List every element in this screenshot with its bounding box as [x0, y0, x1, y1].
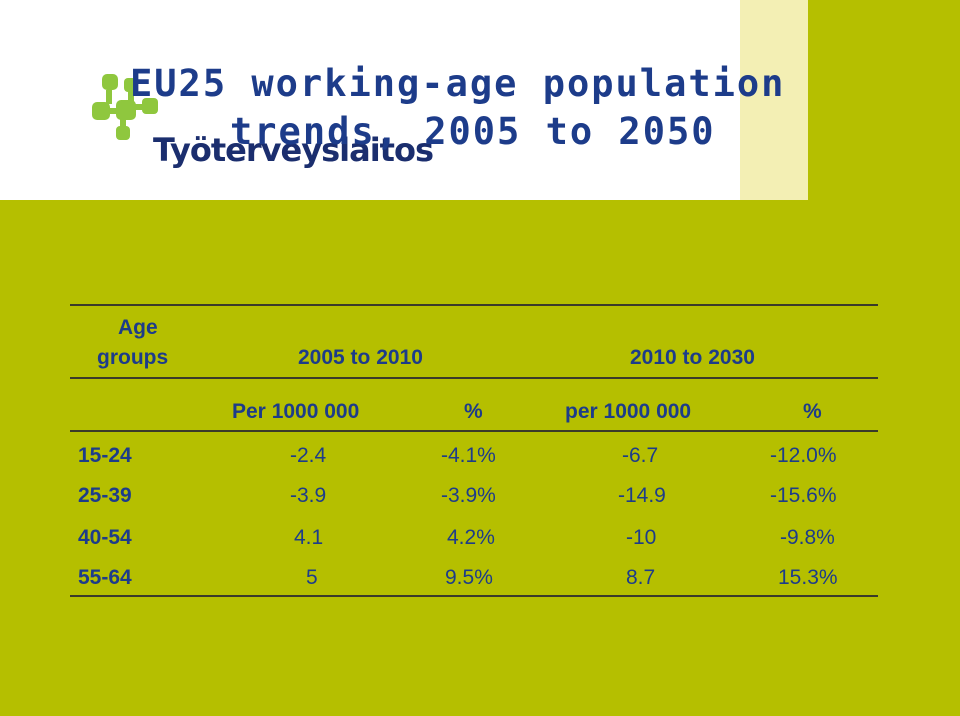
row-percent: -9.8% [780, 526, 835, 549]
row-age: 25-39 [78, 484, 132, 507]
corner-accent-green [808, 0, 960, 205]
row-value: 8.7 [626, 566, 656, 589]
table-top-rule [70, 304, 878, 306]
title-line-2: trends, 2005 to 2050 [230, 110, 716, 153]
row-value: 4.1 [294, 526, 324, 549]
row-value: -3.9 [290, 484, 327, 507]
row-value: -10 [626, 526, 657, 549]
corner-accent-light [740, 0, 808, 200]
row-value: -6.7 [622, 444, 659, 467]
slide-title: EU25 working-age population trends, 2005… [130, 60, 850, 156]
content-background [0, 200, 960, 716]
row-age: 40-54 [78, 526, 132, 549]
table-subheader-rule [70, 430, 878, 432]
row-percent: 15.3% [778, 566, 838, 589]
row-percent: -3.9% [441, 484, 496, 507]
row-value: -2.4 [290, 444, 327, 467]
subheader-col4: % [803, 400, 822, 423]
row-percent: -12.0% [770, 444, 837, 467]
title-line-1: EU25 working-age population [130, 62, 786, 105]
row-age: 15-24 [78, 444, 132, 467]
subheader-col3: per 1000 000 [565, 400, 692, 423]
table-header-rule [70, 377, 878, 379]
row-percent: 4.2% [447, 526, 495, 549]
header-period-2: 2010 to 2030 [630, 346, 755, 369]
header-age-line2: groups [97, 346, 169, 369]
subheader-col1: Per 1000 000 [232, 400, 360, 423]
logo-wordmark: Työterveyslaitos [153, 131, 434, 169]
subheader-col2: % [464, 400, 483, 423]
row-value: -14.9 [618, 484, 666, 507]
row-percent: -4.1% [441, 444, 496, 467]
header-period-1: 2005 to 2010 [298, 346, 423, 369]
row-age: 55-64 [78, 566, 132, 589]
row-value: 5 [306, 566, 318, 589]
header-age-line1: Age [118, 316, 158, 339]
row-percent: 9.5% [445, 566, 493, 589]
table-bottom-rule [70, 595, 878, 597]
molecule-dots-icon [92, 74, 158, 140]
row-percent: -15.6% [770, 484, 837, 507]
